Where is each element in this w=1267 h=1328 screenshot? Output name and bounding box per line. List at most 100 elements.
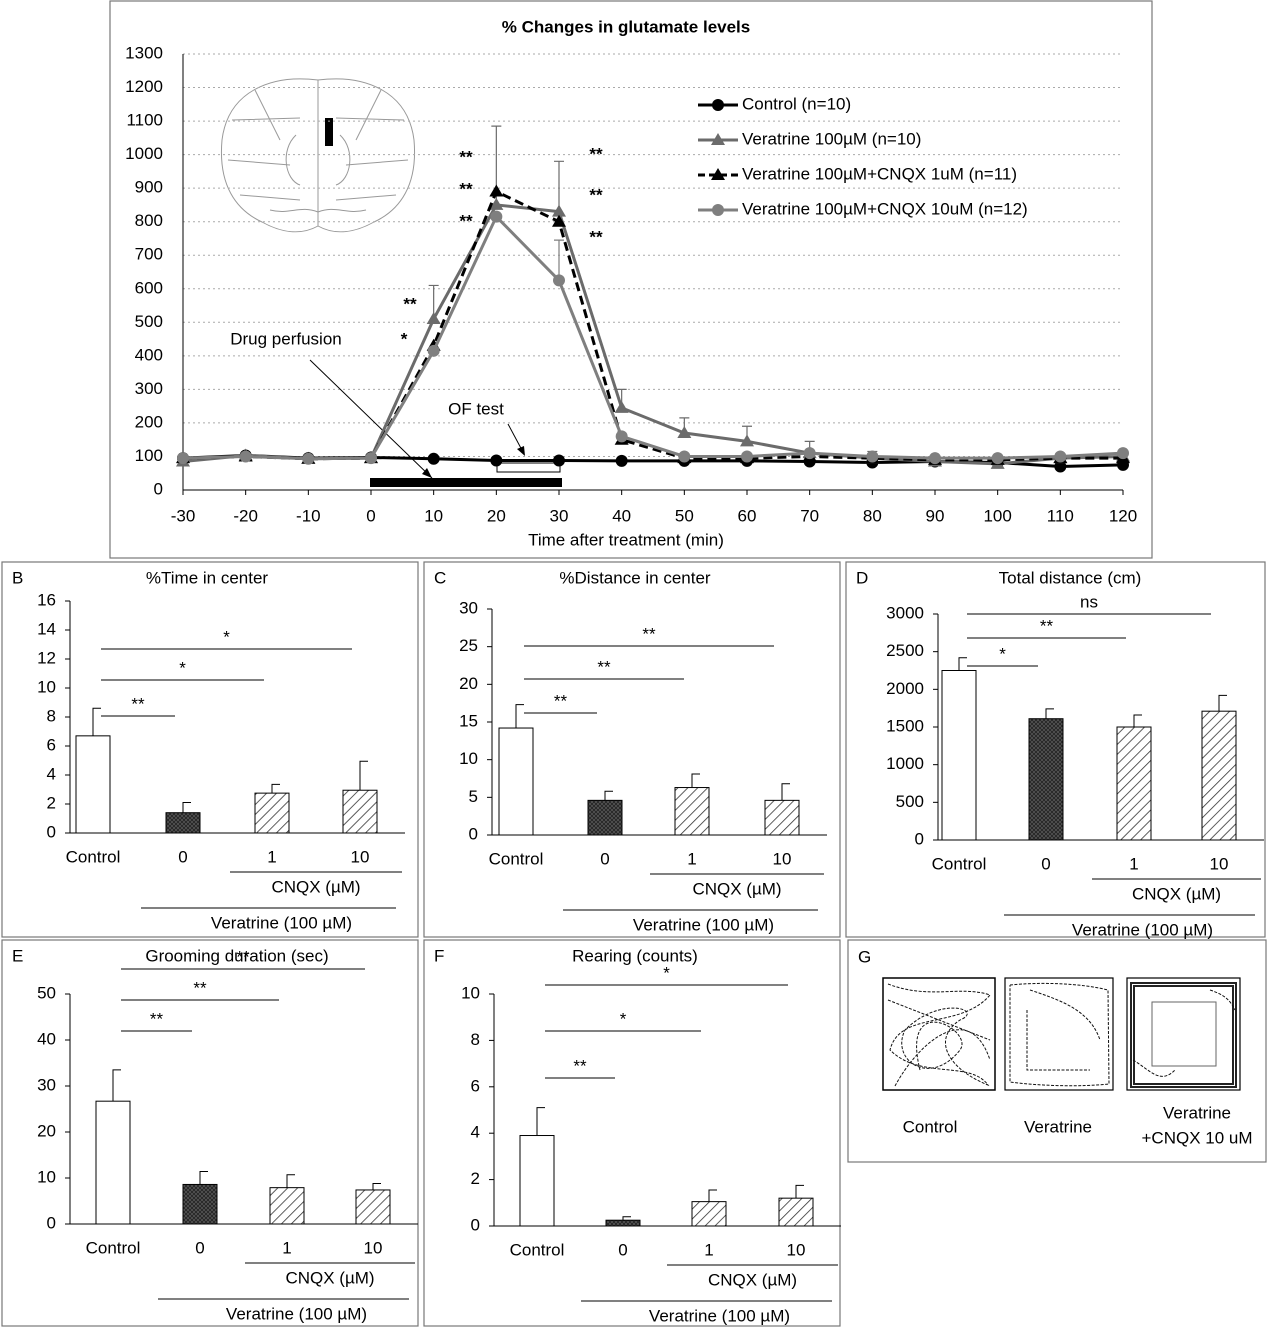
group-label: Veratrine (100 µM) [226, 1304, 367, 1323]
bar [691, 1201, 727, 1227]
y-tick-label: 30 [37, 1075, 56, 1094]
x-tick-label: 120 [1109, 506, 1137, 525]
bar [342, 789, 378, 834]
x-tick-label: 30 [550, 506, 569, 525]
data-point [553, 274, 565, 287]
x-tick-label: 60 [738, 506, 757, 525]
trace-label: Veratrine [1024, 1117, 1092, 1136]
bar [1201, 710, 1237, 841]
x-tick-label: Control [489, 849, 544, 868]
y-tick-label: 2 [47, 793, 56, 812]
x-tick-label: -20 [233, 506, 258, 525]
y-tick-label: 50 [37, 983, 56, 1002]
x-tick-label: 110 [1047, 506, 1074, 525]
error-bar [112, 1069, 121, 1102]
y-tick-label: 2500 [886, 641, 924, 660]
error-bar [372, 1183, 381, 1190]
x-tick-label: 10 [1210, 854, 1229, 873]
error-bar [781, 783, 790, 801]
data-point [1117, 447, 1129, 460]
error-bar [622, 1216, 631, 1221]
significance-label: * [663, 963, 670, 982]
brain-inset [220, 78, 416, 233]
y-tick-label: 4 [47, 764, 56, 783]
y-tick-label: 15 [459, 711, 478, 730]
x-tick-label: 10 [424, 506, 443, 525]
error-bar [271, 783, 280, 794]
data-point [615, 430, 628, 443]
y-tick-label: 0 [469, 824, 478, 843]
data-point [741, 450, 753, 463]
y-tick-label: 10 [461, 983, 480, 1002]
x-tick-label: 40 [612, 506, 631, 525]
trace-label: Veratrine [1163, 1103, 1231, 1122]
bar [674, 787, 710, 836]
y-tick-label: 700 [135, 245, 163, 264]
y-tick-label: 2 [471, 1169, 480, 1188]
x-tick-label: 10 [773, 849, 792, 868]
error-bar [359, 760, 368, 791]
y-tick-label: 100 [135, 446, 163, 465]
y-tick-label: 800 [135, 211, 163, 230]
chart-title: Rearing (counts) [572, 946, 698, 965]
error-bar [554, 160, 564, 212]
x-tick-label: 50 [675, 506, 694, 525]
panel-letter: C [434, 568, 446, 587]
x-tick-label: Control [510, 1240, 565, 1259]
panel-letter: B [12, 568, 23, 587]
y-tick-label: 1500 [886, 716, 924, 735]
data-point [489, 197, 504, 210]
data-point [677, 425, 692, 438]
annotation: Drug perfusion [230, 329, 342, 348]
panel-letter: D [856, 568, 868, 587]
y-tick-label: 0 [47, 822, 56, 841]
y-tick-label: 10 [37, 677, 56, 696]
data-point [552, 214, 566, 227]
data-point [239, 450, 252, 463]
bar [355, 1189, 391, 1225]
y-tick-label: 6 [471, 1076, 480, 1095]
legend-label: Control (n=10) [742, 94, 851, 113]
significance-label: ns [1080, 592, 1098, 611]
trace-label: +CNQX 10 uM [1141, 1128, 1252, 1147]
group-label: Veratrine (100 µM) [211, 913, 352, 932]
chart-title: Grooming duration (sec) [145, 946, 328, 965]
y-tick-label: 30 [459, 598, 478, 617]
bar [254, 792, 290, 834]
group-label: Veratrine (100 µM) [633, 915, 774, 934]
x-tick-label: 100 [983, 506, 1011, 525]
chart-title: Total distance (cm) [999, 568, 1142, 587]
x-tick-label: 0 [600, 849, 609, 868]
significance-label: ** [193, 978, 207, 997]
legend-label: Veratrine 100µM+CNQX 10uM (n=12) [742, 199, 1028, 218]
x-tick-label: Control [932, 854, 987, 873]
y-tick-label: 300 [135, 379, 163, 398]
trace-label: Control [903, 1117, 958, 1136]
error-bar [604, 790, 613, 801]
data-point [426, 311, 441, 324]
arrow [507, 423, 524, 453]
significance-label: ** [554, 691, 568, 710]
data-point [427, 344, 440, 357]
y-tick-label: 16 [37, 590, 56, 609]
series-line [182, 214, 1124, 461]
y-tick-label: 25 [459, 636, 478, 655]
bar [1116, 726, 1152, 841]
x-tick-label: 10 [787, 1240, 806, 1259]
bar [182, 1183, 218, 1225]
y-tick-label: 2000 [886, 679, 924, 698]
annotation: OF test [448, 399, 504, 418]
y-tick-label: 8 [471, 1030, 480, 1049]
group-label: Veratrine (100 µM) [649, 1306, 790, 1325]
legend-marker [711, 133, 725, 145]
group-label: CNQX (µM) [285, 1268, 374, 1287]
x-tick-label: -30 [171, 506, 196, 525]
y-tick-label: 20 [459, 674, 478, 693]
group-label: CNQX (µM) [692, 879, 781, 898]
significance-label: * [999, 644, 1006, 663]
significance-label: ** [597, 657, 611, 676]
arrow-head [517, 446, 525, 456]
data-point [991, 452, 1004, 465]
annotation: ** [459, 211, 473, 230]
